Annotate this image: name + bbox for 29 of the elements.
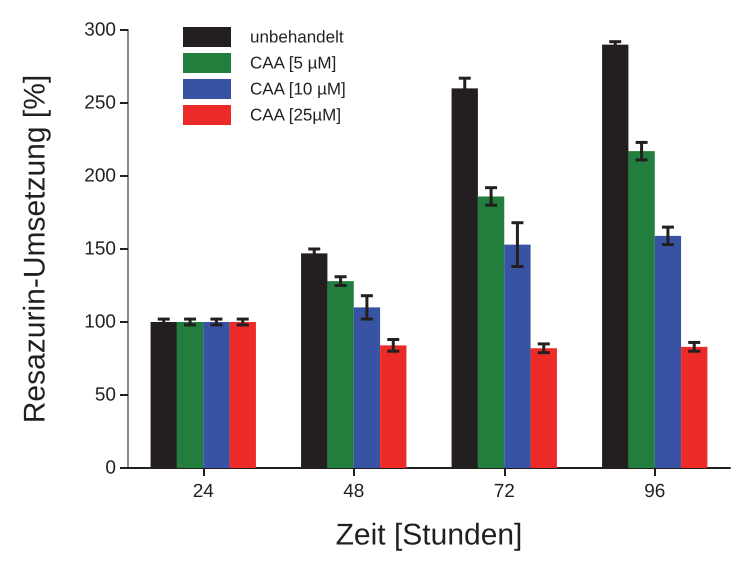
bar [681, 346, 708, 468]
bar [654, 236, 682, 468]
x-tick-label: 48 [343, 481, 364, 502]
legend-label: CAA [25µM] [250, 106, 342, 124]
bar [380, 345, 406, 468]
bar [530, 348, 557, 468]
legend-label: CAA [5 µM] [250, 54, 336, 72]
bar [478, 196, 504, 468]
y-tick-label: 300 [84, 20, 116, 40]
x-tick-label: 24 [192, 481, 214, 502]
bar [327, 281, 354, 468]
y-axis-title: Resazurin-Umsetzung [%] [18, 74, 52, 424]
y-tick-label: 150 [84, 238, 116, 260]
bar [354, 307, 380, 468]
x-tick-label: 96 [644, 481, 666, 502]
bar [628, 151, 655, 468]
y-tick-label: 100 [84, 312, 116, 332]
x-tick-label: 72 [494, 481, 515, 502]
bar [203, 322, 230, 468]
bar [176, 322, 204, 468]
y-tick-label: 200 [84, 166, 116, 186]
y-tick-label: 0 [105, 458, 116, 478]
bar [504, 244, 531, 468]
legend-label: unbehandelt [250, 28, 344, 46]
x-axis-title: Zeit [Stunden] [336, 518, 522, 552]
legend-label: CAA [10 µM] [250, 80, 346, 98]
bar [230, 322, 256, 468]
y-tick-label: 50 [94, 384, 116, 406]
y-tick-label: 250 [84, 92, 116, 114]
